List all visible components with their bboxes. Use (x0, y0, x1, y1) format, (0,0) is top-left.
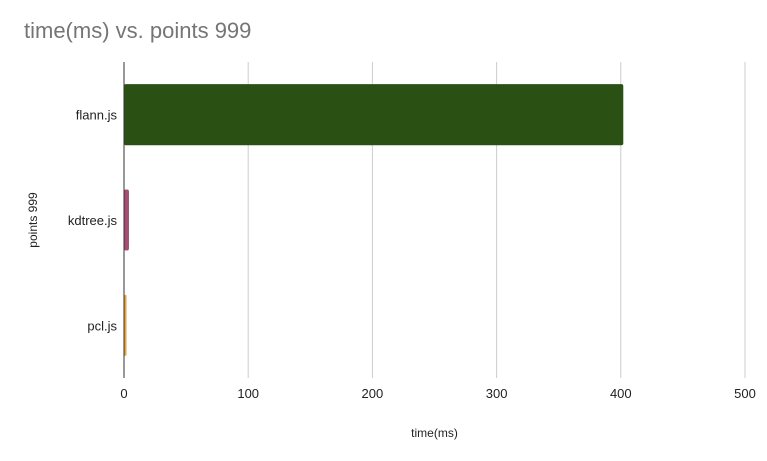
category-labels: flann.js kdtree.js pcl.js (68, 108, 118, 334)
chart-title: time(ms) vs. points 999 (24, 18, 252, 43)
x-axis-title: time(ms) (411, 426, 458, 440)
category-label: pcl.js (87, 318, 117, 333)
bar-flann-js[interactable] (124, 84, 624, 146)
x-tick-labels: 0 100 200 300 400 500 (120, 386, 755, 401)
x-tick-label: 300 (486, 386, 508, 401)
category-label: flann.js (76, 108, 118, 123)
bar-kdtree-js[interactable] (124, 189, 129, 251)
x-tick-label: 500 (734, 386, 756, 401)
x-tick-label: 100 (237, 386, 259, 401)
x-tick-label: 200 (362, 386, 384, 401)
bar-pcl-js[interactable] (124, 294, 127, 356)
bars (124, 84, 624, 356)
x-tick-label: 400 (610, 386, 632, 401)
x-tick-label: 0 (120, 386, 127, 401)
y-axis-title: points 999 (26, 192, 40, 248)
category-label: kdtree.js (68, 213, 118, 228)
